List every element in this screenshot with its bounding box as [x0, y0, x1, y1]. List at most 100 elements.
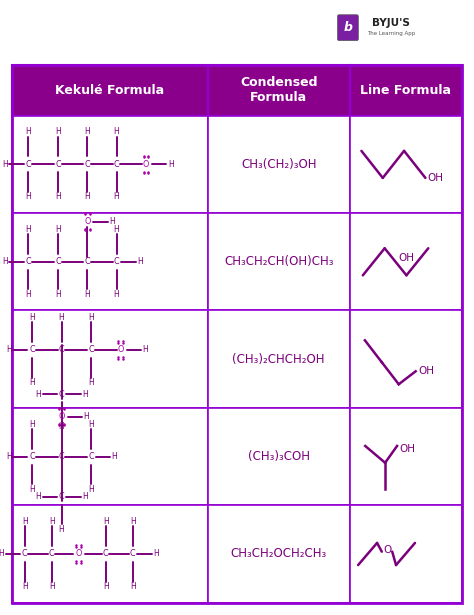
Text: Line Formula: Line Formula [360, 84, 451, 97]
Text: H: H [29, 313, 35, 322]
Text: O: O [84, 217, 91, 226]
Text: C: C [114, 257, 119, 266]
Text: C: C [29, 452, 35, 461]
Text: C: C [88, 346, 94, 354]
Text: H: H [82, 492, 88, 501]
Text: C: C [114, 160, 119, 169]
Bar [12, 213, 208, 311]
Text: C: C [22, 549, 27, 558]
Text: H: H [84, 192, 90, 202]
Text: C: C [55, 257, 61, 266]
Text: H: H [55, 127, 61, 137]
Text: C: C [84, 160, 90, 169]
Text: Condensed
Formula: Condensed Formula [240, 76, 318, 104]
Bar [12, 408, 208, 506]
Text: C: C [88, 452, 94, 461]
Bar [12, 311, 208, 408]
Bar [350, 506, 462, 603]
Text: C: C [59, 492, 64, 501]
Text: H: H [59, 423, 64, 431]
Text: OH: OH [399, 253, 414, 263]
Text: H: H [55, 192, 61, 202]
Bar [208, 311, 350, 408]
Text: OH: OH [400, 444, 415, 454]
Bar [208, 408, 350, 506]
Text: C: C [103, 549, 109, 558]
Text: H: H [114, 192, 119, 202]
Text: C: C [84, 257, 90, 266]
Text: Kekulé Formula: Kekulé Formula [55, 84, 164, 97]
Bar [12, 65, 208, 116]
Text: C: C [59, 346, 64, 354]
Text: H: H [142, 346, 148, 354]
Text: H: H [49, 517, 55, 526]
Text: H: H [6, 452, 12, 461]
Text: H: H [26, 192, 31, 202]
Bar [12, 506, 208, 603]
Text: C: C [130, 549, 136, 558]
Text: H: H [26, 290, 31, 299]
Text: C: C [49, 549, 55, 558]
Text: H: H [88, 313, 94, 322]
Text: H: H [22, 582, 27, 591]
Bar [12, 116, 208, 213]
Text: C: C [59, 390, 64, 399]
Text: H: H [109, 217, 115, 226]
Text: H: H [130, 517, 136, 526]
Text: H: H [83, 412, 89, 421]
Text: H: H [59, 525, 64, 534]
Text: H: H [59, 313, 64, 322]
Text: CH₃CH₂OCH₂CH₃: CH₃CH₂OCH₂CH₃ [230, 547, 327, 560]
Text: H: H [55, 224, 61, 234]
Text: H: H [29, 419, 35, 429]
Text: O: O [75, 549, 82, 558]
Text: H: H [2, 160, 8, 169]
Text: H: H [29, 485, 35, 494]
Text: H: H [153, 549, 159, 558]
Text: H: H [49, 582, 55, 591]
Text: H: H [55, 290, 61, 299]
Text: C: C [26, 160, 31, 169]
Text: H: H [29, 378, 35, 387]
Text: H: H [130, 582, 136, 591]
Bar [208, 116, 350, 213]
Bar [350, 65, 462, 116]
Text: The Learning App: The Learning App [367, 31, 415, 36]
Text: H: H [36, 390, 41, 399]
Text: O: O [117, 346, 124, 354]
FancyBboxPatch shape [337, 15, 358, 41]
Text: (CH₃)₃COH: (CH₃)₃COH [247, 450, 310, 463]
Text: O: O [58, 412, 65, 421]
Text: C: C [55, 160, 61, 169]
Text: H: H [137, 257, 143, 266]
Text: H: H [36, 492, 41, 501]
Bar [208, 65, 350, 116]
Text: H: H [22, 517, 27, 526]
Text: H: H [88, 485, 94, 494]
Text: H: H [168, 160, 173, 169]
Text: H: H [26, 224, 31, 234]
Bar [350, 116, 462, 213]
Text: H: H [84, 127, 90, 137]
Text: H: H [88, 419, 94, 429]
Text: CH₃CH₂CH(OH)CH₃: CH₃CH₂CH(OH)CH₃ [224, 255, 333, 268]
Text: H: H [2, 257, 8, 266]
Text: H: H [82, 390, 88, 399]
Text: H: H [26, 127, 31, 137]
Text: H: H [114, 127, 119, 137]
Text: C: C [26, 257, 31, 266]
Text: H: H [84, 290, 90, 299]
Text: C: C [29, 346, 35, 354]
Text: H: H [0, 549, 4, 558]
Text: b: b [344, 21, 352, 34]
Text: O: O [143, 160, 149, 169]
Text: H: H [103, 582, 109, 591]
Text: OH: OH [428, 173, 444, 183]
Text: H: H [103, 517, 109, 526]
Bar [350, 213, 462, 311]
Text: H: H [111, 452, 117, 461]
Bar [208, 506, 350, 603]
Text: H: H [114, 224, 119, 234]
Text: OH: OH [418, 367, 434, 376]
Bar [350, 311, 462, 408]
